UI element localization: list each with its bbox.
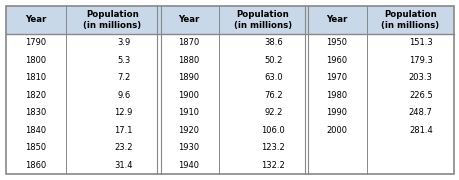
Text: 23.2: 23.2 [114,143,133,152]
Text: Year: Year [325,15,347,24]
Text: 2000: 2000 [325,126,346,135]
Text: 1900: 1900 [178,91,199,100]
Text: 1880: 1880 [178,56,199,65]
Text: 76.2: 76.2 [263,91,282,100]
Text: 281.4: 281.4 [408,126,432,135]
Bar [6,6,453,34]
Text: 1990: 1990 [325,108,346,117]
Text: 1940: 1940 [178,161,199,170]
Text: 12.9: 12.9 [114,108,133,117]
Text: 1890: 1890 [178,73,199,82]
Text: 248.7: 248.7 [408,108,432,117]
Text: 1810: 1810 [25,73,46,82]
Text: Year: Year [178,15,199,24]
Text: 9.6: 9.6 [117,91,130,100]
Text: 1970: 1970 [325,73,347,82]
Text: 7.2: 7.2 [117,73,130,82]
Text: 1960: 1960 [325,56,347,65]
Text: 31.4: 31.4 [114,161,133,170]
Text: Population
(in millions): Population (in millions) [233,10,291,30]
Text: Year: Year [25,15,47,24]
Text: 38.6: 38.6 [263,38,282,47]
Text: 226.5: 226.5 [408,91,432,100]
Text: 1840: 1840 [25,126,46,135]
Text: 50.2: 50.2 [263,56,282,65]
Text: Population
(in millions): Population (in millions) [83,10,141,30]
Text: 1910: 1910 [178,108,199,117]
Text: 1860: 1860 [25,161,46,170]
Text: 132.2: 132.2 [261,161,285,170]
Text: 92.2: 92.2 [263,108,282,117]
Text: 151.3: 151.3 [408,38,432,47]
Text: 1830: 1830 [25,108,46,117]
Text: 179.3: 179.3 [408,56,432,65]
Text: 1820: 1820 [25,91,46,100]
Text: 63.0: 63.0 [263,73,282,82]
Text: 123.2: 123.2 [261,143,285,152]
Text: 1920: 1920 [178,126,199,135]
Text: 1930: 1930 [178,143,199,152]
Text: 1800: 1800 [25,56,46,65]
Text: 3.9: 3.9 [117,38,130,47]
Text: 17.1: 17.1 [114,126,133,135]
Text: 1950: 1950 [325,38,346,47]
Text: 203.3: 203.3 [408,73,432,82]
Text: 1870: 1870 [178,38,199,47]
Text: 1980: 1980 [325,91,347,100]
Text: 5.3: 5.3 [117,56,130,65]
Text: 1790: 1790 [25,38,46,47]
Text: 1850: 1850 [25,143,46,152]
Text: 106.0: 106.0 [261,126,285,135]
Text: Population
(in millions): Population (in millions) [381,10,438,30]
